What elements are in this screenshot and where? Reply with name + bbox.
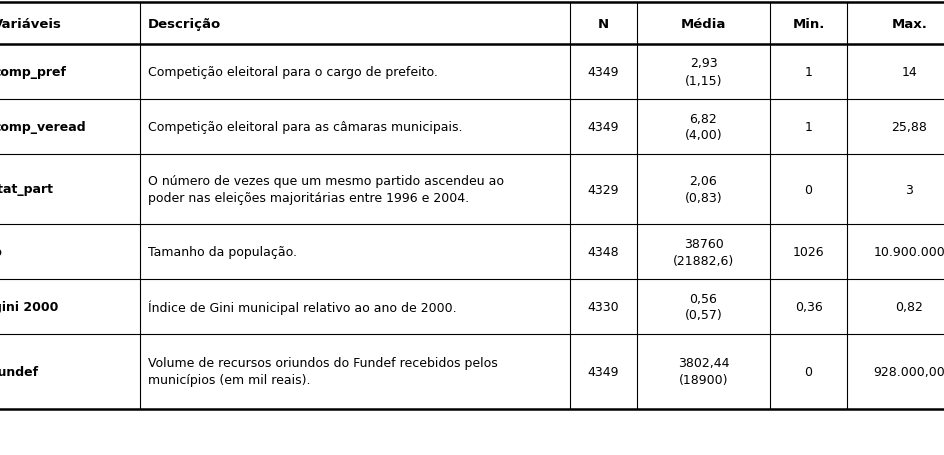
Text: 3: 3 <box>905 183 914 196</box>
Text: 0,56
(0,57): 0,56 (0,57) <box>684 292 722 322</box>
Text: 0,82: 0,82 <box>896 300 923 313</box>
Text: Competição eleitoral para o cargo de prefeito.: Competição eleitoral para o cargo de pre… <box>148 66 438 79</box>
Text: 4330: 4330 <box>588 300 619 313</box>
Text: 0,36: 0,36 <box>795 300 822 313</box>
Text: Variáveis: Variáveis <box>0 17 62 30</box>
Text: 38760
(21882,6): 38760 (21882,6) <box>673 237 734 267</box>
Text: 1026: 1026 <box>793 245 824 258</box>
Text: p: p <box>0 245 2 258</box>
Text: Competição eleitoral para as câmaras municipais.: Competição eleitoral para as câmaras mun… <box>148 121 463 134</box>
Text: fundef: fundef <box>0 365 39 378</box>
Text: 25,88: 25,88 <box>891 121 927 134</box>
Text: Max.: Max. <box>891 17 927 30</box>
Text: 6,82
(4,00): 6,82 (4,00) <box>684 112 722 142</box>
Text: Descrição: Descrição <box>148 17 221 30</box>
Text: 4348: 4348 <box>588 245 619 258</box>
Text: gini 2000: gini 2000 <box>0 300 59 313</box>
Text: 1: 1 <box>804 121 813 134</box>
Text: 928.000,00: 928.000,00 <box>873 365 944 378</box>
Text: 0: 0 <box>804 183 813 196</box>
Text: 14: 14 <box>902 66 918 79</box>
Text: 10.900.000: 10.900.000 <box>873 245 944 258</box>
Text: N: N <box>598 17 609 30</box>
Text: 2,93
(1,15): 2,93 (1,15) <box>684 57 722 87</box>
Text: 2,06
(0,83): 2,06 (0,83) <box>684 175 722 205</box>
Text: 3802,44
(18900): 3802,44 (18900) <box>678 357 730 387</box>
Text: Tamanho da população.: Tamanho da população. <box>148 245 297 258</box>
Text: Volume de recursos oriundos do Fundef recebidos pelos
municípios (em mil reais).: Volume de recursos oriundos do Fundef re… <box>148 357 497 387</box>
Text: comp_veread: comp_veread <box>0 121 86 134</box>
Text: 1: 1 <box>804 66 813 79</box>
Text: 0: 0 <box>804 365 813 378</box>
Text: 4349: 4349 <box>588 66 619 79</box>
Text: 4329: 4329 <box>588 183 619 196</box>
Text: 4349: 4349 <box>588 365 619 378</box>
Text: Índice de Gini municipal relativo ao ano de 2000.: Índice de Gini municipal relativo ao ano… <box>148 299 457 314</box>
Text: Min.: Min. <box>792 17 825 30</box>
Text: Média: Média <box>681 17 726 30</box>
Text: 4349: 4349 <box>588 121 619 134</box>
Text: O número de vezes que um mesmo partido ascendeu ao
poder nas eleições majoritári: O número de vezes que um mesmo partido a… <box>148 175 504 205</box>
Text: itat_part: itat_part <box>0 183 53 196</box>
Text: comp_pref: comp_pref <box>0 66 66 79</box>
